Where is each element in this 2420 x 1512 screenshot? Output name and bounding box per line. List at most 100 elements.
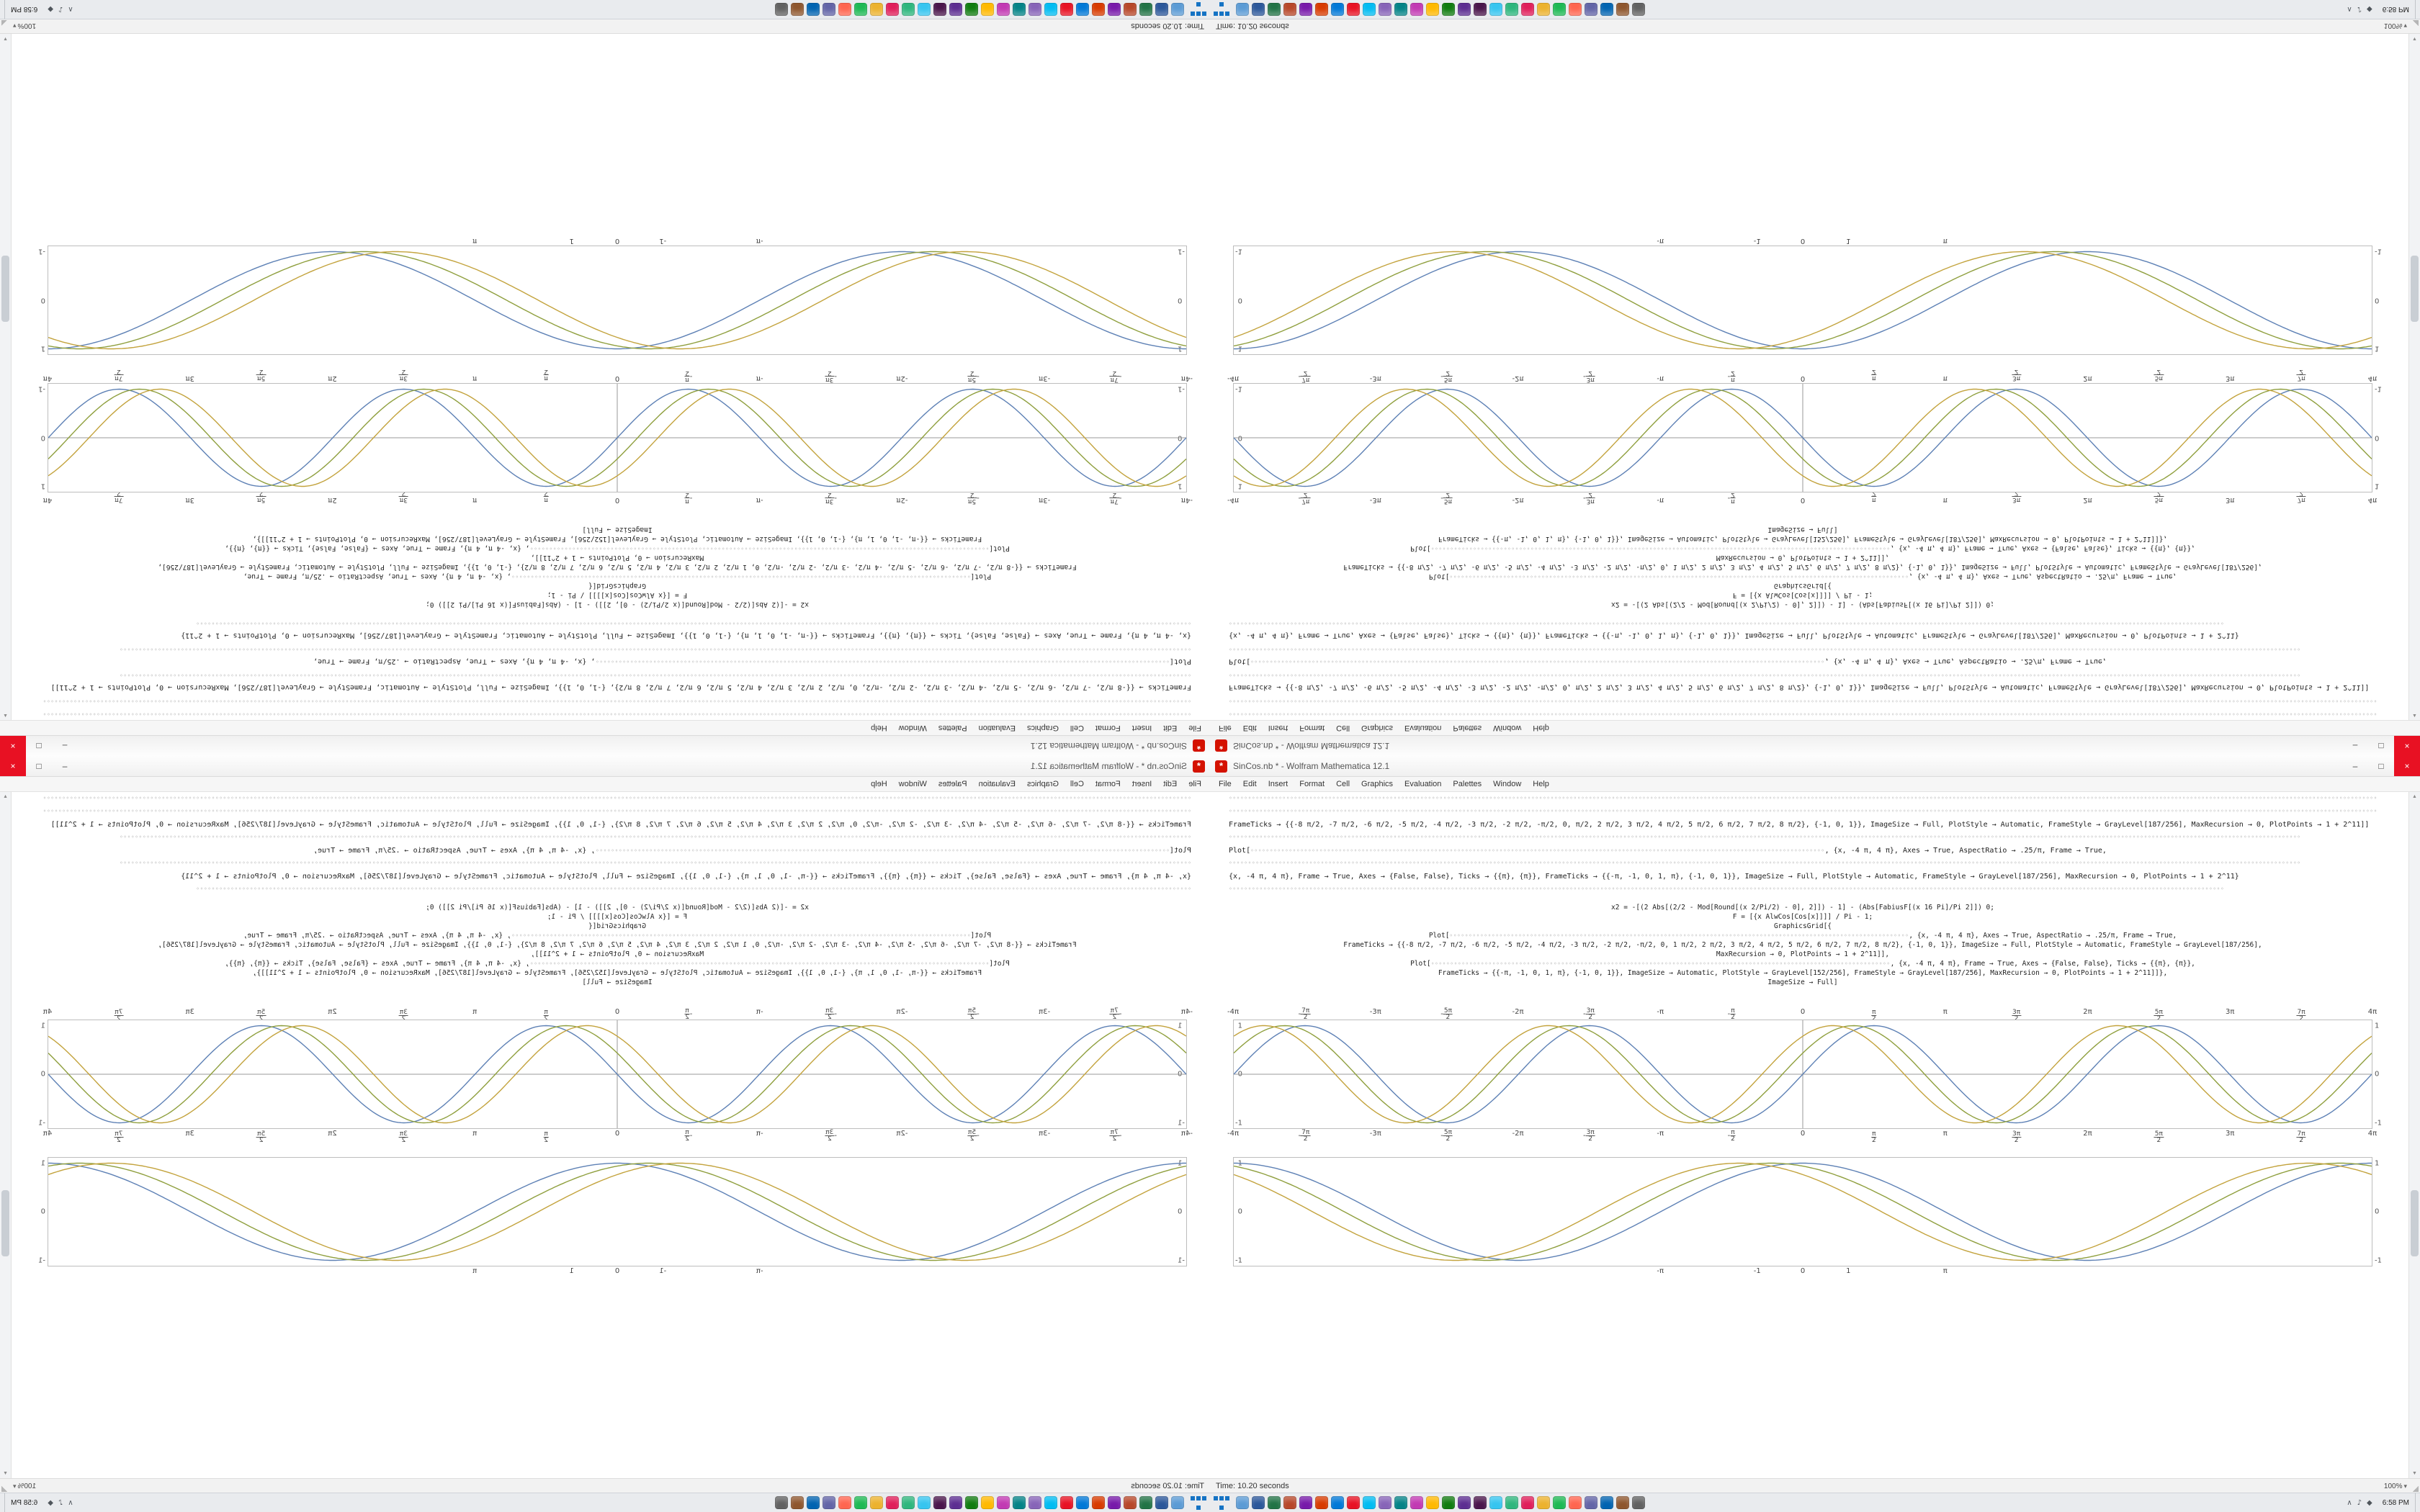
taskbar-app-icon[interactable] [1171,3,1184,16]
tray-icon[interactable]: ∧ [2347,1498,2352,1507]
vertical-scrollbar[interactable] [2408,792,2420,1479]
menu-palettes[interactable]: Palettes [1453,724,1482,732]
taskbar-app-icon[interactable] [1442,1496,1455,1509]
taskbar-app-icon[interactable] [1299,1496,1312,1509]
tray-icon[interactable]: ∧ [68,1498,73,1507]
taskbar-app-icon[interactable] [1315,3,1328,16]
taskbar-app-icon[interactable] [1394,1496,1407,1509]
taskbar-app-icon[interactable] [823,3,835,16]
show-desktop-button[interactable] [0,1493,5,1512]
taskbar-app-icon[interactable] [1442,3,1455,16]
taskbar-app-icon[interactable] [1521,3,1534,16]
scrollbar-thumb[interactable] [1,1190,9,1257]
taskbar-app-icon[interactable] [949,3,962,16]
menu-file[interactable]: File [1188,724,1201,732]
title-bar[interactable]: * SinCos.nb * - Wolfram Mathematica 12.1… [1210,756,2420,777]
menu-edit[interactable]: Edit [1242,780,1257,788]
input-cell-1[interactable]: ◦◦◦◦◦◦◦◦◦◦◦◦◦◦◦◦◦◦◦◦◦◦◦◦◦◦◦◦◦◦◦◦◦◦◦◦◦◦◦◦… [43,795,1191,899]
resize-grip[interactable] [1,20,7,26]
start-button[interactable] [1187,0,1210,19]
start-button[interactable] [1187,1493,1210,1512]
close-button[interactable]: × [2394,756,2420,776]
taskbar-app-icon[interactable] [1315,1496,1328,1509]
scroll-up-icon[interactable] [0,792,11,802]
taskbar-app-icon[interactable] [807,3,820,16]
scrollbar-thumb[interactable] [2411,1190,2419,1257]
taskbar-app-icon[interactable] [1553,3,1566,16]
scrollbar-thumb[interactable] [2411,255,2419,322]
menu-cell[interactable]: Cell [1070,724,1084,732]
close-button[interactable]: × [0,756,26,776]
menu-format[interactable]: Format [1299,780,1325,788]
taskbar-app-icon[interactable] [823,1496,835,1509]
taskbar-app-icon[interactable] [1060,1496,1073,1509]
taskbar-app-icon[interactable] [1505,1496,1518,1509]
tray-icon[interactable]: ♪ [2357,1498,2362,1507]
taskbar-app-icon[interactable] [838,3,851,16]
close-button[interactable]: × [2394,736,2420,756]
taskbar-app-icon[interactable] [870,3,883,16]
taskbar-app-icon[interactable] [1537,1496,1550,1509]
taskbar-app-icon[interactable] [1458,3,1471,16]
minimize-button[interactable]: – [2352,761,2358,771]
show-desktop-button[interactable] [0,0,5,19]
taskbar-app-icon[interactable] [1394,3,1407,16]
maximize-button[interactable]: □ [36,741,42,751]
menu-format[interactable]: Format [1095,724,1121,732]
tray-icon[interactable]: ◆ [48,1498,53,1507]
menu-palettes[interactable]: Palettes [1453,780,1482,788]
taskbar-app-icon[interactable] [1410,3,1423,16]
menu-help[interactable]: Help [1533,724,1549,732]
maximize-button[interactable]: □ [2378,741,2384,751]
menu-format[interactable]: Format [1095,780,1121,788]
taskbar-app-icon[interactable] [1268,3,1281,16]
menu-cell[interactable]: Cell [1336,780,1350,788]
close-button[interactable]: × [0,736,26,756]
taskbar-app-icon[interactable] [1013,1496,1026,1509]
taskbar-app-icon[interactable] [933,1496,946,1509]
resize-grip[interactable] [1,1486,7,1492]
taskbar-app-icon[interactable] [1139,1496,1152,1509]
menu-graphics[interactable]: Graphics [1026,780,1059,788]
taskbar-app-icon[interactable] [1028,3,1041,16]
taskbar-app-icon[interactable] [1108,1496,1121,1509]
resize-grip[interactable] [2413,20,2419,26]
taskbar-app-icon[interactable] [886,1496,899,1509]
menu-evaluation[interactable]: Evaluation [1404,724,1442,732]
title-bar[interactable]: * SinCos.nb * - Wolfram Mathematica 12.1… [0,756,1210,777]
taskbar-app-icon[interactable] [870,1496,883,1509]
taskbar-app-icon[interactable] [1268,1496,1281,1509]
taskbar-app-icon[interactable] [838,1496,851,1509]
scroll-up-icon[interactable] [2409,710,2420,720]
taskbar-app-icon[interactable] [1505,3,1518,16]
taskbar-app-icon[interactable] [807,1496,820,1509]
taskbar-app-icon[interactable] [1124,3,1137,16]
menu-format[interactable]: Format [1299,724,1325,732]
taskbar-app-icon[interactable] [1569,3,1582,16]
taskbar-app-icon[interactable] [791,3,804,16]
menu-edit[interactable]: Edit [1163,724,1178,732]
menu-evaluation[interactable]: Evaluation [978,780,1016,788]
menu-insert[interactable]: Insert [1131,780,1152,788]
menu-edit[interactable]: Edit [1163,780,1178,788]
input-cell-1[interactable]: ◦◦◦◦◦◦◦◦◦◦◦◦◦◦◦◦◦◦◦◦◦◦◦◦◦◦◦◦◦◦◦◦◦◦◦◦◦◦◦◦… [1229,795,2377,899]
taskbar-app-icon[interactable] [1474,3,1487,16]
taskbar-app-icon[interactable] [997,3,1010,16]
taskbar-app-icon[interactable] [965,1496,978,1509]
taskbar-app-icon[interactable] [1044,3,1057,16]
scrollbar-thumb[interactable] [1,255,9,322]
taskbar-app-icon[interactable] [1426,1496,1439,1509]
tray-icon[interactable]: ◆ [48,5,53,14]
taskbar-app-icon[interactable] [854,3,867,16]
taskbar-app-icon[interactable] [1331,3,1344,16]
start-button[interactable] [1210,1493,1233,1512]
taskbar-app-icon[interactable] [1379,1496,1392,1509]
menu-palettes[interactable]: Palettes [938,724,967,732]
scroll-down-icon[interactable] [0,33,11,43]
taskbar-app-icon[interactable] [1171,1496,1184,1509]
taskbar-app-icon[interactable] [886,3,899,16]
taskbar-app-icon[interactable] [1252,1496,1265,1509]
taskbar-app-icon[interactable] [1616,3,1629,16]
taskbar-app-icon[interactable] [1600,3,1613,16]
taskbar-app-icon[interactable] [1410,1496,1423,1509]
